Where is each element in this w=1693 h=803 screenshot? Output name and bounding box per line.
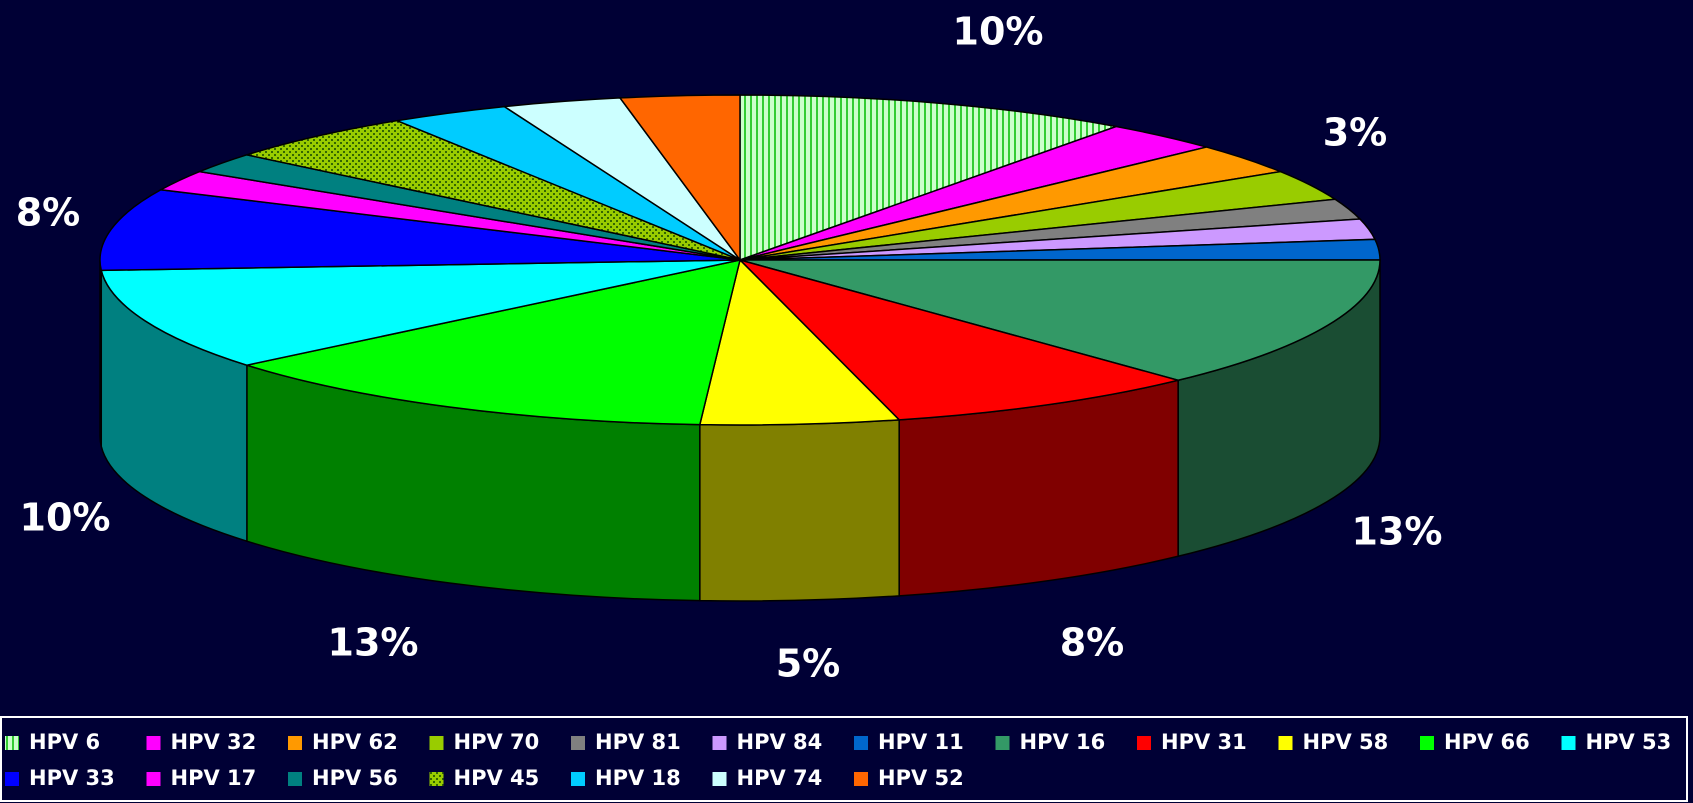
legend-swatch bbox=[1420, 736, 1434, 750]
legend-swatch bbox=[995, 736, 1010, 750]
legend-label: HPV 66 bbox=[1444, 730, 1530, 754]
legend-swatch bbox=[1561, 736, 1576, 750]
legend-label: HPV 31 bbox=[1161, 730, 1247, 754]
slice bbox=[698, 258, 901, 426]
legend-swatch bbox=[146, 736, 161, 750]
legend-label: HPV 11 bbox=[878, 730, 964, 754]
legend-swatch bbox=[429, 772, 444, 786]
legend-label: HPV 58 bbox=[1303, 730, 1389, 754]
legend-label: HPV 18 bbox=[595, 766, 681, 790]
legend-label: HPV 32 bbox=[171, 730, 257, 754]
legend-swatch bbox=[288, 736, 302, 750]
slice bbox=[618, 94, 741, 263]
slice-side bbox=[99, 259, 103, 447]
legend-label: HPV 84 bbox=[737, 730, 823, 754]
slice-side bbox=[699, 419, 900, 602]
legend-swatch bbox=[571, 772, 585, 786]
legend-swatch bbox=[1137, 736, 1151, 750]
legend-swatch bbox=[5, 772, 19, 786]
legend-label: HPV 52 bbox=[878, 766, 964, 790]
legend-label: HPV 62 bbox=[312, 730, 398, 754]
slice bbox=[100, 259, 741, 366]
data-label: 10% bbox=[20, 496, 111, 540]
legend-swatch bbox=[429, 736, 444, 750]
legend-label: HPV 70 bbox=[454, 730, 540, 754]
legend-label: HPV 74 bbox=[737, 766, 823, 790]
legend-label: HPV 45 bbox=[454, 766, 540, 790]
legend-swatch bbox=[1278, 736, 1293, 750]
slice bbox=[243, 259, 742, 426]
data-label: 5% bbox=[776, 642, 841, 686]
legend-swatch bbox=[854, 736, 868, 750]
legend-box bbox=[0, 716, 1688, 802]
legend-swatch bbox=[712, 736, 727, 750]
legend-label: HPV 33 bbox=[29, 766, 115, 790]
legend-label: HPV 6 bbox=[29, 730, 100, 754]
legend-swatch bbox=[712, 772, 727, 786]
legend-swatch bbox=[288, 772, 302, 786]
legend-label: HPV 56 bbox=[312, 766, 398, 790]
legend-swatch bbox=[146, 772, 161, 786]
slice bbox=[739, 94, 1120, 262]
data-label: 10% bbox=[953, 10, 1044, 54]
legend-label: HPV 17 bbox=[171, 766, 257, 790]
data-label: 13% bbox=[328, 621, 419, 665]
legend-swatch bbox=[571, 736, 585, 750]
slice bbox=[737, 258, 1179, 421]
slice bbox=[739, 259, 1381, 382]
data-label: 8% bbox=[16, 191, 81, 235]
legend-swatch bbox=[5, 736, 19, 750]
data-label: 13% bbox=[1352, 510, 1443, 554]
legend-label: HPV 16 bbox=[1020, 730, 1106, 754]
data-label: 8% bbox=[1060, 621, 1125, 665]
slice bbox=[243, 119, 741, 261]
slice bbox=[99, 188, 741, 272]
legend-label: HPV 53 bbox=[1586, 730, 1672, 754]
legend-swatch bbox=[854, 772, 868, 786]
data-label: 3% bbox=[1323, 111, 1388, 155]
legend-label: HPV 81 bbox=[595, 730, 681, 754]
